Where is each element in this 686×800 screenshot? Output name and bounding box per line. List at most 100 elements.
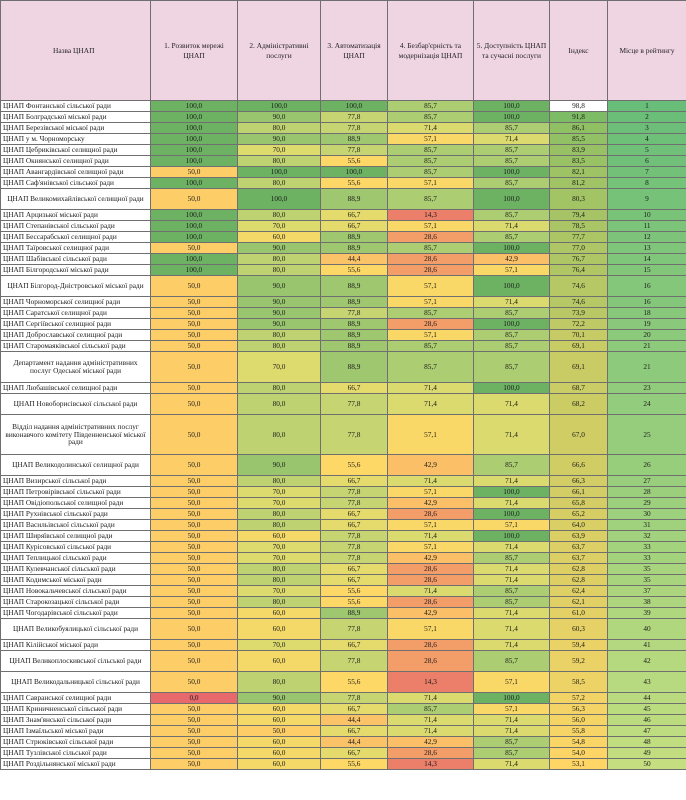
cell-rank: 29 — [607, 497, 686, 509]
cell-admin-services: 70,0 — [237, 220, 321, 232]
cell-network: 50,0 — [150, 618, 238, 640]
cell-automation: 77,8 — [320, 618, 388, 640]
cell-accessibility: 85,7 — [473, 340, 550, 352]
cell-center-name: ЦНАП Великоплоскивської сільської ради — [0, 650, 151, 672]
cell-barrier-free: 85,7 — [387, 703, 474, 715]
cell-barrier-free: 57,1 — [387, 519, 474, 531]
cell-automation: 66,7 — [320, 703, 388, 715]
cell-index: 66,3 — [549, 475, 608, 487]
cell-automation: 77,8 — [320, 144, 388, 156]
cell-center-name: ЦНАП Білгородської міської ради — [0, 264, 151, 276]
cell-network: 50,0 — [150, 318, 238, 330]
cell-automation: 66,7 — [320, 475, 388, 487]
cell-automation: 77,8 — [320, 393, 388, 415]
cell-network: 50,0 — [150, 351, 238, 383]
cell-barrier-free: 71,4 — [387, 122, 474, 134]
cell-automation: 88,9 — [320, 296, 388, 308]
cell-admin-services: 70,0 — [237, 585, 321, 597]
table-row: ЦНАП Чогодарівської сільської ради 50,0 60… — [0, 607, 686, 619]
cell-automation: 55,6 — [320, 454, 388, 476]
header-index: Індекс — [549, 0, 608, 101]
cell-index: 61,0 — [549, 607, 608, 619]
table-row: ЦНАП Авангардівської селищної ради 50,0 10… — [0, 166, 686, 178]
cell-rank: 43 — [607, 671, 686, 693]
cell-automation: 66,7 — [320, 639, 388, 651]
header-network: 1. Розвиток мережі ЦНАП — [150, 0, 238, 101]
cell-barrier-free: 28,6 — [387, 596, 474, 608]
cell-index: 66,6 — [549, 454, 608, 476]
cell-admin-services: 80,0 — [237, 340, 321, 352]
cell-center-name: ЦНАП Любашівської селищної ради — [0, 382, 151, 394]
cell-barrier-free: 71,4 — [387, 382, 474, 394]
table-row: ЦНАП Овідіопольської селищної ради 50,0 70… — [0, 497, 686, 509]
cell-center-name: ЦНАП Степанівської сільської ради — [0, 220, 151, 232]
cell-accessibility: 100,0 — [473, 275, 550, 297]
cell-admin-services: 80,0 — [237, 519, 321, 531]
cell-accessibility: 85,7 — [473, 650, 550, 672]
table-row: ЦНАП Фонтанської сільської ради 100,0 100,… — [0, 100, 686, 112]
table-row: ЦНАП Білгородської міської ради 100,0 80,0… — [0, 264, 686, 276]
cell-accessibility: 71,4 — [473, 618, 550, 640]
cell-rank: 20 — [607, 329, 686, 341]
cell-rank: 42 — [607, 650, 686, 672]
cell-automation: 55,6 — [320, 264, 388, 276]
cell-admin-services: 60,0 — [237, 530, 321, 542]
cell-network: 50,0 — [150, 563, 238, 575]
header-accessibility: 5. Доступність ЦНАП та сучасні послуги — [473, 0, 550, 101]
cell-automation: 66,7 — [320, 519, 388, 531]
cell-network: 50,0 — [150, 307, 238, 319]
cell-index: 67,0 — [549, 414, 608, 455]
cell-rank: 46 — [607, 714, 686, 726]
table-row: ЦНАП Чорноморської селищної ради 50,0 90,0… — [0, 296, 686, 308]
cell-admin-services: 90,0 — [237, 111, 321, 123]
cell-index: 56,3 — [549, 703, 608, 715]
cell-rank: 14 — [607, 253, 686, 265]
cell-index: 83,9 — [549, 144, 608, 156]
table-row: ЦНАП Великомихайлівської селищної ради 50… — [0, 188, 686, 210]
cell-network: 100,0 — [150, 155, 238, 167]
cell-admin-services: 80,0 — [237, 671, 321, 693]
cell-center-name: ЦНАП Великобуялицької сільської ради — [0, 618, 151, 640]
cell-accessibility: 85,7 — [473, 454, 550, 476]
table-row: ЦНАП Доброславської селищної ради 50,0 80,… — [0, 329, 686, 341]
cell-barrier-free: 57,1 — [387, 329, 474, 341]
cell-network: 50,0 — [150, 703, 238, 715]
cell-rank: 8 — [607, 177, 686, 189]
cell-center-name: ЦНАП Шабівської сільської ради — [0, 253, 151, 265]
cell-network: 50,0 — [150, 454, 238, 476]
cell-admin-services: 80,0 — [237, 393, 321, 415]
table-row: ЦНАП Савранської селищної ради 0,0 90,0 77,… — [0, 692, 686, 704]
table-row: ЦНАП Кулевчанської сільської ради 50,0 80,… — [0, 563, 686, 575]
cell-network: 100,0 — [150, 220, 238, 232]
cell-network: 100,0 — [150, 209, 238, 221]
cell-center-name: ЦНАП Кодимської міської ради — [0, 574, 151, 586]
cell-automation: 100,0 — [320, 100, 388, 112]
cell-barrier-free: 85,7 — [387, 144, 474, 156]
cell-accessibility: 85,7 — [473, 155, 550, 167]
cell-network: 50,0 — [150, 607, 238, 619]
cell-admin-services: 70,0 — [237, 541, 321, 553]
cell-center-name: ЦНАП Саф'янівської сільської ради — [0, 177, 151, 189]
cell-network: 50,0 — [150, 497, 238, 509]
cell-admin-services: 80,0 — [237, 209, 321, 221]
cell-network: 50,0 — [150, 486, 238, 498]
cell-accessibility: 57,1 — [473, 519, 550, 531]
header-rank: Місце в рейтингу — [607, 0, 686, 101]
cell-automation: 44,4 — [320, 736, 388, 748]
cell-network: 50,0 — [150, 475, 238, 487]
cell-index: 55,8 — [549, 725, 608, 737]
cell-accessibility: 71,4 — [473, 758, 550, 770]
cell-index: 58,5 — [549, 671, 608, 693]
header-barrier-free: 4. Безбар'єрність та модернізація ЦНАП — [387, 0, 474, 101]
cell-rank: 39 — [607, 607, 686, 619]
cell-rank: 31 — [607, 519, 686, 531]
cell-barrier-free: 85,7 — [387, 351, 474, 383]
table-row: Відділ надання адміністративних послуг в… — [0, 414, 686, 455]
cell-index: 62,4 — [549, 585, 608, 597]
cell-admin-services: 60,0 — [237, 618, 321, 640]
cell-admin-services: 70,0 — [237, 552, 321, 564]
cell-admin-services: 70,0 — [237, 639, 321, 651]
cell-barrier-free: 71,4 — [387, 585, 474, 597]
cell-admin-services: 60,0 — [237, 231, 321, 243]
cell-index: 64,0 — [549, 519, 608, 531]
